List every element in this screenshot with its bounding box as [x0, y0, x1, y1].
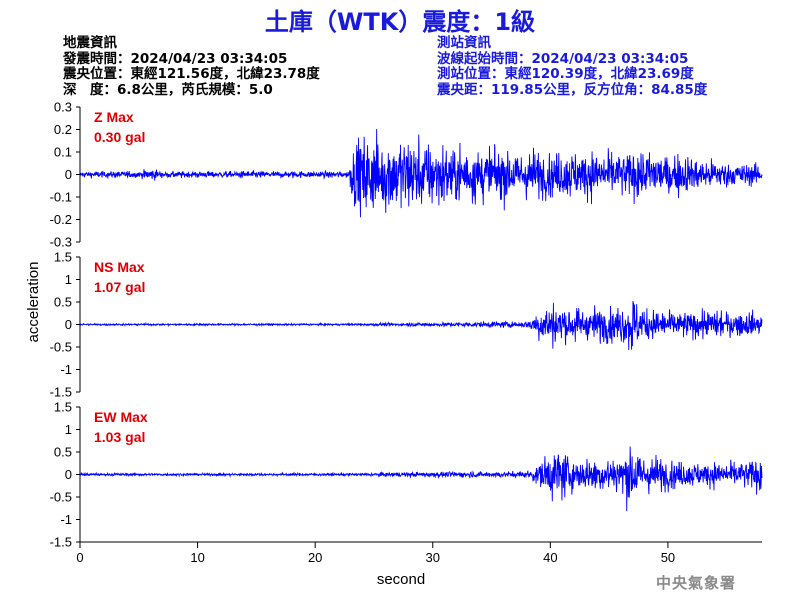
ew-max-title: EW Max — [94, 409, 148, 425]
x-tick-label: 30 — [426, 550, 440, 565]
x-tick-label: 10 — [190, 550, 204, 565]
wave-start-time: 波線起始時間：2024/04/23 03:34:05 — [437, 50, 689, 67]
x-tick-label: 0 — [76, 550, 83, 565]
agency-watermark: 中央氣象署 — [656, 574, 737, 592]
event-info: 地震資訊 發震時間：2024/04/23 03:34:05 震央位置：東經121… — [63, 35, 320, 98]
ew-y-tick-label: 1.5 — [54, 400, 72, 415]
z-y-tick-label: -0.3 — [50, 235, 72, 250]
z-y-tick-label: 0 — [65, 167, 72, 182]
x-tick-label: 40 — [543, 550, 557, 565]
ns-trace — [79, 300, 763, 350]
origin-time: 發震時間：2024/04/23 03:34:05 — [63, 50, 288, 67]
ns-y-tick-label: 1 — [65, 272, 72, 287]
event-info-heading: 地震資訊 — [63, 35, 117, 51]
ns-y-tick-label: 1.5 — [54, 250, 72, 265]
z-y-tick-label: 0.2 — [54, 122, 72, 137]
x-tick-label: 20 — [308, 550, 322, 565]
ns-max-title: NS Max — [94, 259, 145, 275]
ns-y-tick-label: -1.5 — [50, 385, 72, 400]
ew-y-tick-label: 1 — [65, 422, 72, 437]
z-y-tick-label: -0.1 — [50, 190, 72, 205]
station-info: 測站資訊 波線起始時間：2024/04/23 03:34:05 測站位置：東經1… — [437, 35, 708, 98]
ew-y-tick-label: -1 — [60, 512, 72, 527]
ew-y-tick-label: 0 — [65, 467, 72, 482]
z-max-value: 0.30 gal — [94, 129, 145, 145]
ns-y-tick-label: 0 — [65, 317, 72, 332]
epicenter-location: 震央位置：東經121.56度，北緯23.78度 — [63, 66, 320, 82]
axes-layer — [76, 106, 762, 548]
y-axis-label: acceleration — [25, 262, 42, 343]
x-axis-label: second — [377, 571, 425, 588]
z-y-tick-label: 0.3 — [54, 100, 72, 115]
ew-y-tick-label: -1.5 — [50, 535, 72, 550]
ew-y-tick-label: 0.5 — [54, 445, 72, 460]
ns-y-tick-label: 0.5 — [54, 295, 72, 310]
ew-max-value: 1.03 gal — [94, 429, 145, 445]
ew-trace — [79, 446, 763, 512]
epicentral-distance: 震央距：119.85公里，反方位角：84.85度 — [437, 81, 708, 98]
traces-layer — [79, 129, 763, 512]
z-max-title: Z Max — [94, 109, 134, 125]
z-trace — [79, 129, 763, 218]
depth-magnitude: 深 度：6.8公里，芮氏規模：5.0 — [63, 81, 273, 98]
ns-y-tick-label: -1 — [60, 362, 72, 377]
ns-max-value: 1.07 gal — [94, 279, 145, 295]
station-info-heading: 測站資訊 — [437, 35, 491, 51]
chart-title: 土庫（WTK）震度：1級 — [264, 8, 536, 36]
z-y-tick-label: 0.1 — [54, 145, 72, 160]
z-y-tick-label: -0.2 — [50, 212, 72, 227]
ew-y-tick-label: -0.5 — [50, 490, 72, 505]
ns-y-tick-label: -0.5 — [50, 340, 72, 355]
x-tick-label: 50 — [661, 550, 675, 565]
station-location: 測站位置：東經120.39度，北緯23.69度 — [437, 66, 694, 82]
